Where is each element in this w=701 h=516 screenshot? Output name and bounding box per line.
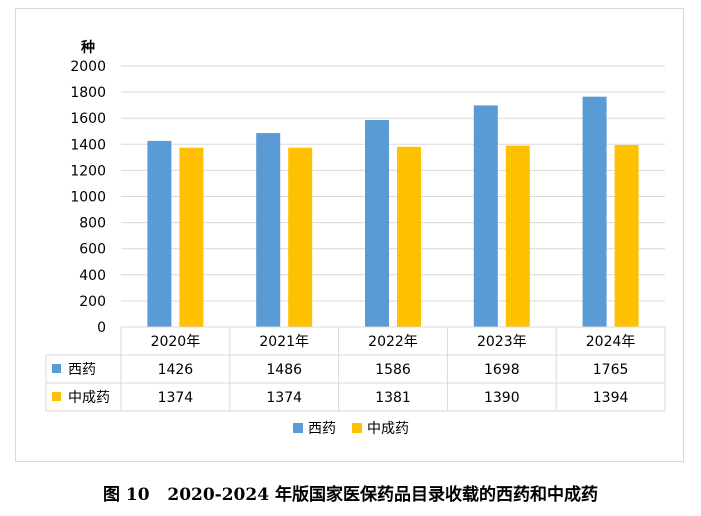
- legend-swatch: [352, 423, 362, 433]
- bar: [582, 96, 607, 327]
- bar: [288, 147, 313, 327]
- x-category-label: 2024年: [586, 334, 636, 350]
- table-series-label: 中成药: [68, 390, 110, 406]
- data-label: 1698: [484, 362, 520, 378]
- figure-number: 图 10: [103, 485, 150, 505]
- figure-title: 2020-2024 年版国家医保药品目录收载的西药和中成药: [167, 485, 598, 505]
- data-label: 1765: [593, 362, 629, 378]
- y-axis-ticks: 0 200 400 600 800 1000 1200 1400 1600 1800 2000: [70, 59, 106, 336]
- legend-label: 中成药: [367, 421, 409, 437]
- table-legend-key: [52, 364, 61, 373]
- legend: 西药 中成药: [293, 421, 409, 437]
- data-label: 1374: [158, 390, 194, 406]
- y-tick-label: 1000: [70, 190, 106, 206]
- bar: [179, 147, 204, 327]
- bar: [505, 145, 530, 327]
- chart-frame: 0 200 400 600 800 1000 1200 1400 1600 1800 2000 种 …: [15, 8, 684, 462]
- bar: [147, 140, 172, 327]
- data-label: 1426: [158, 362, 194, 378]
- figure-caption: 图 10 2020-2024 年版国家医保药品目录收载的西药和中成药: [0, 480, 701, 505]
- bars: [147, 96, 639, 327]
- y-tick-label: 2000: [70, 59, 106, 75]
- table-series-label: 西药: [68, 362, 96, 378]
- y-tick-label: 800: [79, 216, 106, 232]
- bar: [473, 105, 498, 327]
- legend-swatch: [293, 423, 303, 433]
- data-label: 1486: [266, 362, 302, 378]
- data-label: 1381: [375, 390, 411, 406]
- legend-label: 西药: [308, 421, 336, 437]
- bar: [256, 133, 281, 327]
- y-tick-label: 400: [79, 268, 106, 284]
- y-tick-label: 1600: [70, 111, 106, 127]
- bar: [397, 146, 421, 327]
- y-axis-label: 种: [80, 39, 95, 56]
- y-tick-label: 1800: [70, 85, 106, 101]
- bar: [614, 145, 639, 327]
- data-label: 1374: [266, 390, 302, 406]
- bar: [365, 120, 389, 327]
- gridlines: [121, 65, 665, 328]
- data-label: 1394: [593, 390, 629, 406]
- data-label: 1586: [375, 362, 411, 378]
- table-legend-key: [52, 392, 61, 401]
- data-label: 1390: [484, 390, 520, 406]
- x-category-label: 2023年: [477, 334, 527, 350]
- x-category-label: 2021年: [259, 334, 309, 350]
- x-category-label: 2020年: [151, 334, 201, 350]
- y-tick-label: 200: [79, 294, 106, 310]
- y-tick-label: 1400: [70, 137, 106, 153]
- x-category-label: 2022年: [368, 334, 418, 350]
- y-tick-label: 0: [97, 320, 106, 336]
- y-tick-label: 600: [79, 242, 106, 258]
- y-tick-label: 1200: [70, 163, 106, 179]
